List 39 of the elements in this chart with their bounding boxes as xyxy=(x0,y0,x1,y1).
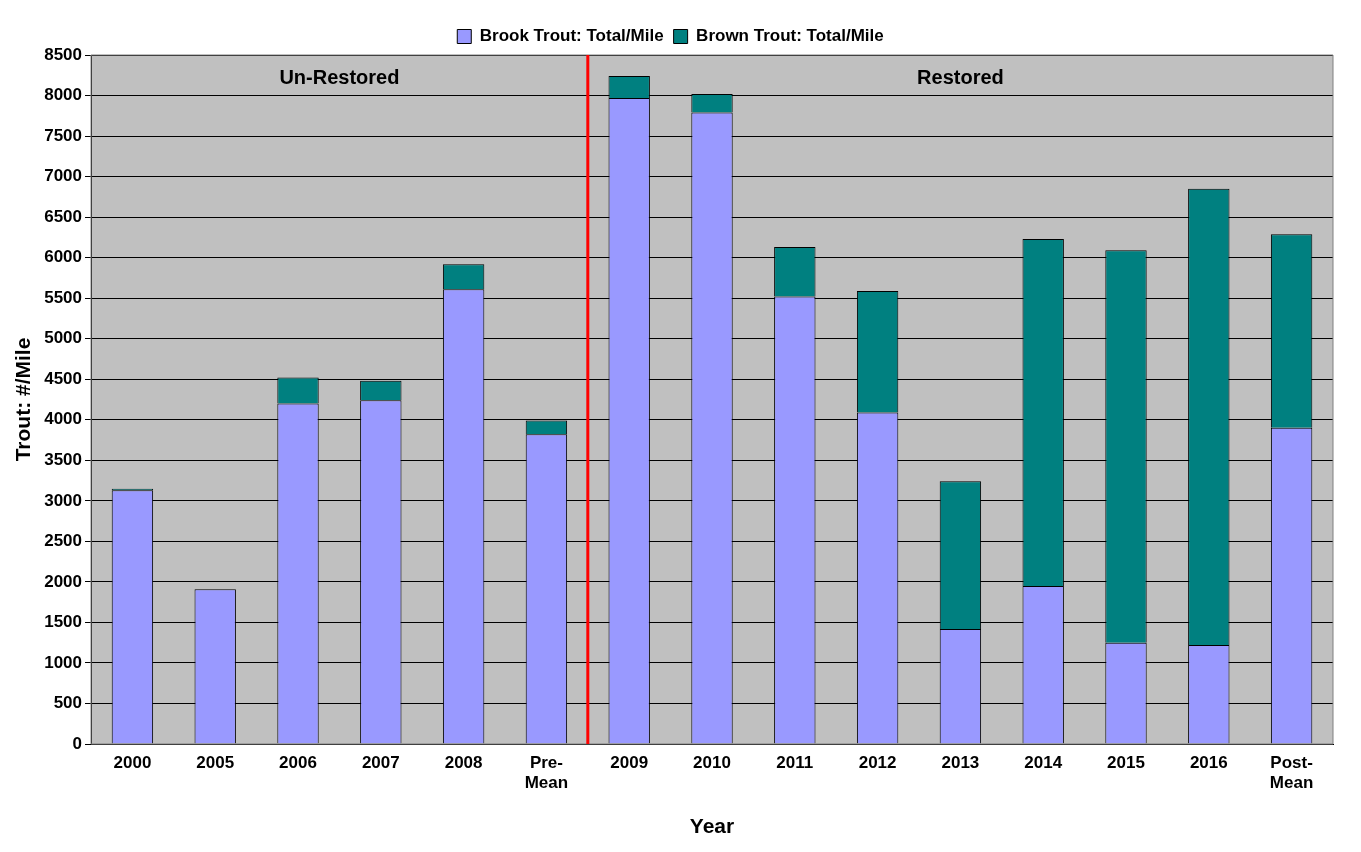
y-tick-label: 7500 xyxy=(44,125,83,145)
x-tick-label: Post-Mean xyxy=(1269,752,1314,793)
y-tick-label: 4500 xyxy=(44,368,83,388)
x-tick-label: 2013 xyxy=(941,752,980,772)
x-tick-label: 2010 xyxy=(693,752,731,772)
y-tick-label: 1000 xyxy=(44,652,83,672)
y-tick-label: 2500 xyxy=(44,531,83,551)
x-tick-label: 2007 xyxy=(361,752,400,772)
y-tick-label: 5500 xyxy=(44,287,83,307)
x-tick-label: 2005 xyxy=(196,752,235,772)
x-tick-label: 2016 xyxy=(1189,752,1228,772)
y-tick-label: 0 xyxy=(72,733,83,753)
y-tick-label: 4000 xyxy=(44,409,83,429)
legend-label: Brook Trout: Total/Mile xyxy=(479,26,664,46)
y-tick-label: 6500 xyxy=(44,206,83,226)
x-tick-label: 2009 xyxy=(610,752,649,772)
y-tick-label: 6000 xyxy=(44,247,83,267)
x-tick-label: 2012 xyxy=(858,752,897,772)
legend-label: Brown Trout: Total/Mile xyxy=(696,26,884,46)
y-tick-label: 3500 xyxy=(44,449,83,469)
x-tick-label: 2008 xyxy=(444,752,483,772)
y-tick-label: 8000 xyxy=(44,85,83,105)
annotation: Restored xyxy=(917,65,1004,88)
y-tick-label: 5000 xyxy=(44,328,83,348)
x-tick-label: 2006 xyxy=(279,752,317,772)
y-tick-label: 3000 xyxy=(44,490,83,510)
x-tick-label: 2011 xyxy=(776,752,814,772)
y-tick-label: 500 xyxy=(53,693,83,713)
x-tick-label: 2015 xyxy=(1107,752,1145,772)
y-tick-label: 8500 xyxy=(44,44,83,64)
y-axis-title: Trout: #/Mile xyxy=(11,337,35,462)
y-tick-label: 7000 xyxy=(44,166,83,186)
x-axis-title: Year xyxy=(689,814,735,838)
y-tick-label: 1500 xyxy=(44,612,83,632)
y-tick-label: 2000 xyxy=(44,571,83,591)
annotation: Un-Restored xyxy=(279,65,400,88)
x-tick-label: 2000 xyxy=(113,752,152,772)
x-tick-label: Pre-Mean xyxy=(524,752,569,793)
x-tick-label: 2014 xyxy=(1024,752,1063,772)
